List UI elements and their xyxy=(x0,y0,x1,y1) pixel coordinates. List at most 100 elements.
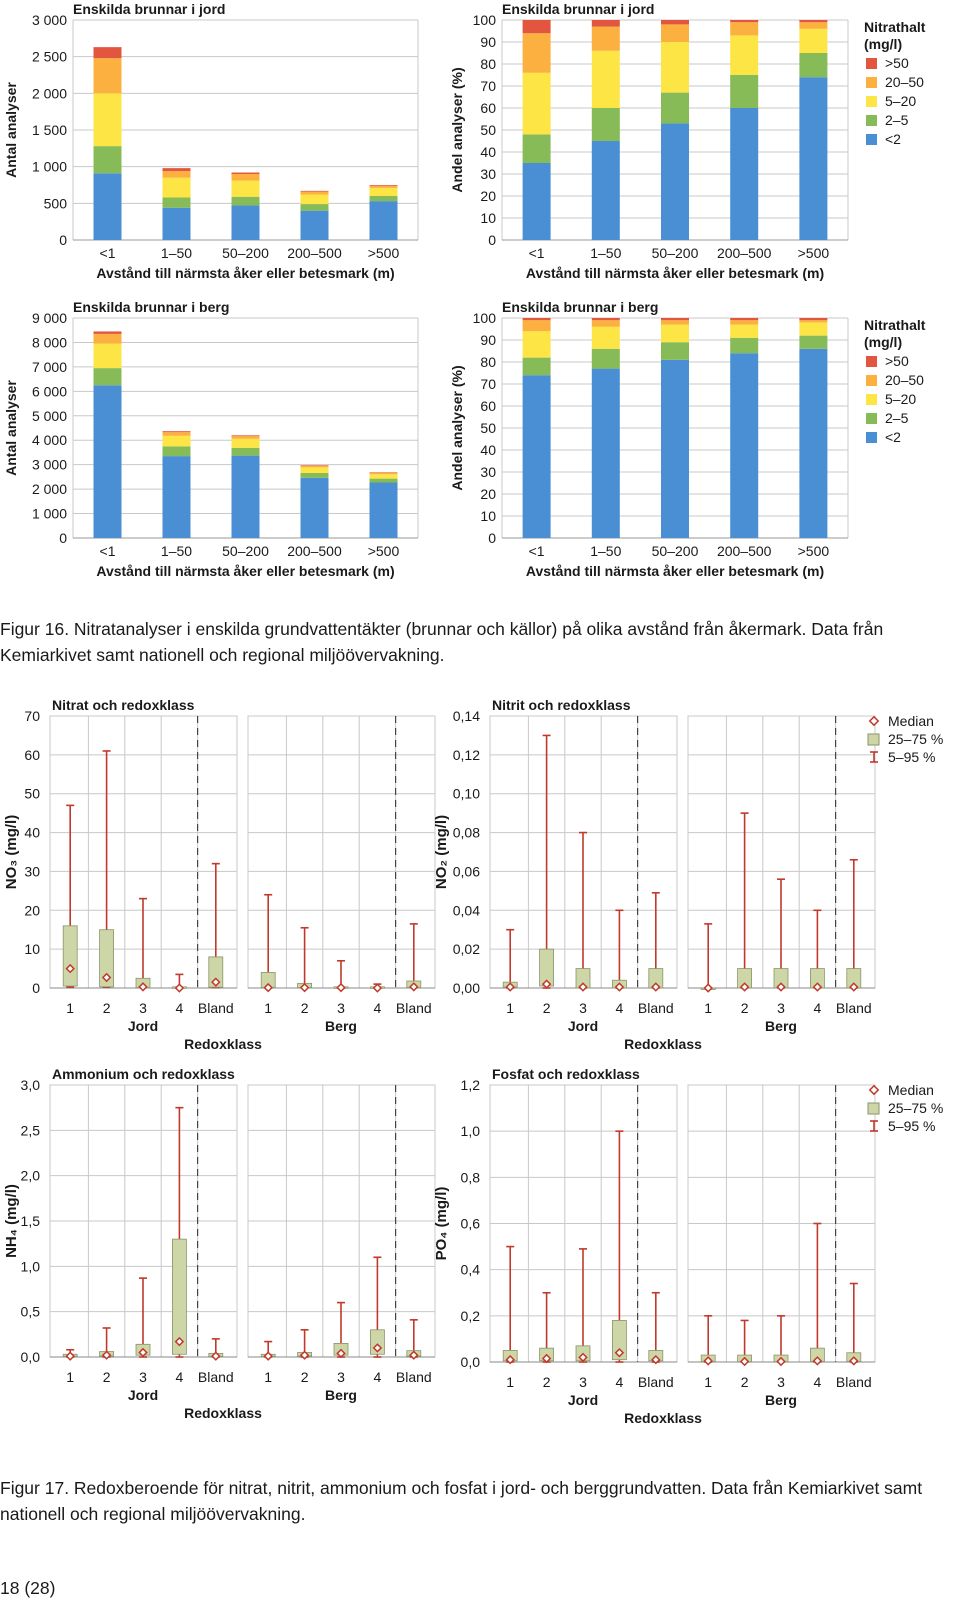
median-marker xyxy=(138,982,148,992)
median-marker xyxy=(299,1350,310,1360)
median-marker xyxy=(739,982,750,992)
y-tick-label: 0 xyxy=(59,530,67,546)
x-tick-label: 4 xyxy=(176,1369,184,1385)
legend-swatch xyxy=(866,134,877,145)
bar-segment-5–20 xyxy=(231,180,260,197)
x-tick-label: Bland xyxy=(836,1000,872,1016)
bar-segment-<2 xyxy=(661,123,689,240)
bar-segment-2–5 xyxy=(162,446,191,457)
y-tick-label: 6 000 xyxy=(32,383,67,399)
legend-swatch xyxy=(866,394,877,405)
group-label: Jord xyxy=(128,1387,158,1403)
bar-segment-20–50 xyxy=(93,333,122,344)
x-tick-label: 4 xyxy=(374,1000,382,1016)
y-tick-label: 1,0 xyxy=(461,1123,481,1139)
chart-title: Enskilda brunnar i berg xyxy=(502,299,658,315)
x-tick-label: Bland xyxy=(638,1000,674,1016)
y-tick-label: 0,5 xyxy=(21,1304,41,1320)
chart-title: Nitrat och redoxklass xyxy=(52,697,195,713)
x-tick-label: <1 xyxy=(529,543,545,559)
bar-segment-20–50 xyxy=(300,465,329,468)
bar-segment->50 xyxy=(661,318,689,321)
bar-segment-5–20 xyxy=(93,343,122,369)
bar-segment->50 xyxy=(730,20,759,23)
legend-label: 5–20 xyxy=(885,93,916,109)
y-tick-label: 1,5 xyxy=(21,1213,41,1229)
bar-segment-<2 xyxy=(93,173,122,240)
y-tick-label: 0 xyxy=(488,232,496,248)
page-number: 18 (28) xyxy=(0,1578,56,1598)
x-tick-label: >500 xyxy=(368,543,400,559)
y-tick-label: 0,00 xyxy=(453,980,480,996)
y-tick-label: 2,0 xyxy=(21,1168,41,1184)
bar-segment-5–20 xyxy=(369,187,398,196)
bar-segment->50 xyxy=(730,318,759,321)
x-tick-label: 3 xyxy=(139,1000,147,1016)
y-tick-label: 0 xyxy=(59,232,67,248)
legend-label: Median xyxy=(888,713,934,729)
x-tick-label: 3 xyxy=(777,1374,785,1390)
bar-segment-<2 xyxy=(231,205,260,240)
bar-segment-20–50 xyxy=(369,472,398,475)
bar-segment-<2 xyxy=(93,385,122,538)
y-tick-label: 0,14 xyxy=(453,708,480,724)
group-label: Jord xyxy=(568,1018,598,1034)
x-tick-label: 1 xyxy=(506,1374,514,1390)
y-tick-label: 1,2 xyxy=(461,1077,481,1093)
median-marker xyxy=(541,979,552,989)
y-tick-label: 0,0 xyxy=(461,1354,481,1370)
x-tick-label: Bland xyxy=(198,1369,234,1385)
x-tick-label: 50–200 xyxy=(222,245,269,261)
bar-segment-20–50 xyxy=(522,33,551,73)
x-tick-label: 4 xyxy=(814,1374,822,1390)
bar-segment->50 xyxy=(799,318,828,321)
median-marker xyxy=(812,982,823,992)
median-marker xyxy=(409,1350,419,1360)
x-tick-label: 4 xyxy=(176,1000,184,1016)
y-tick-label: 1,0 xyxy=(21,1258,41,1274)
bar-segment-2–5 xyxy=(799,335,828,349)
y-tick-label: 0,12 xyxy=(453,747,480,763)
bar-segment-<2 xyxy=(369,201,398,240)
median-marker xyxy=(263,1351,273,1361)
x-tick-label: 1 xyxy=(66,1000,74,1016)
x-tick-label: 2 xyxy=(103,1000,111,1016)
legend-swatch xyxy=(866,96,877,107)
bar-segment-5–20 xyxy=(231,438,260,448)
legend-swatch xyxy=(866,58,877,69)
median-marker xyxy=(578,982,588,992)
median-marker xyxy=(138,1347,148,1358)
chart-title: Ammonium och redoxklass xyxy=(52,1066,235,1082)
x-tick-label: 50–200 xyxy=(222,543,269,559)
bar-segment-<2 xyxy=(591,368,620,538)
bar-segment-5–20 xyxy=(730,35,759,75)
x-tick-label: 200–500 xyxy=(287,543,342,559)
bar-segment->50 xyxy=(231,435,260,437)
bar-segment-5–20 xyxy=(522,72,551,135)
bar-segment-2–5 xyxy=(369,196,398,202)
y-tick-label: 3 000 xyxy=(32,12,67,28)
x-tick-label: 1 xyxy=(704,1374,712,1390)
x-tick-label: 1 xyxy=(506,1000,514,1016)
bar-segment-5–20 xyxy=(661,324,689,343)
bar-segment-5–20 xyxy=(522,331,551,358)
bar-segment-2–5 xyxy=(591,108,620,141)
bar-segment-5–20 xyxy=(799,28,828,53)
y-tick-label: 10 xyxy=(480,210,496,226)
y-tick-label: 3 000 xyxy=(32,457,67,473)
bar-segment->50 xyxy=(522,20,551,34)
bar-segment-<2 xyxy=(799,77,828,240)
y-axis-label: NH₄ (mg/l) xyxy=(3,1184,20,1258)
legend-label: 2–5 xyxy=(885,410,909,426)
bar-segment-20–50 xyxy=(591,320,620,327)
median-marker xyxy=(65,1351,75,1361)
bar-segment-<2 xyxy=(162,456,191,538)
bar-segment-<2 xyxy=(730,108,759,240)
y-tick-label: 3,0 xyxy=(21,1077,41,1093)
bar-segment->50 xyxy=(522,318,551,321)
bar-segment-2–5 xyxy=(300,204,329,211)
y-tick-label: 2,5 xyxy=(21,1122,41,1138)
bar-segment-5–20 xyxy=(162,177,191,198)
x-tick-label: 3 xyxy=(337,1369,345,1385)
